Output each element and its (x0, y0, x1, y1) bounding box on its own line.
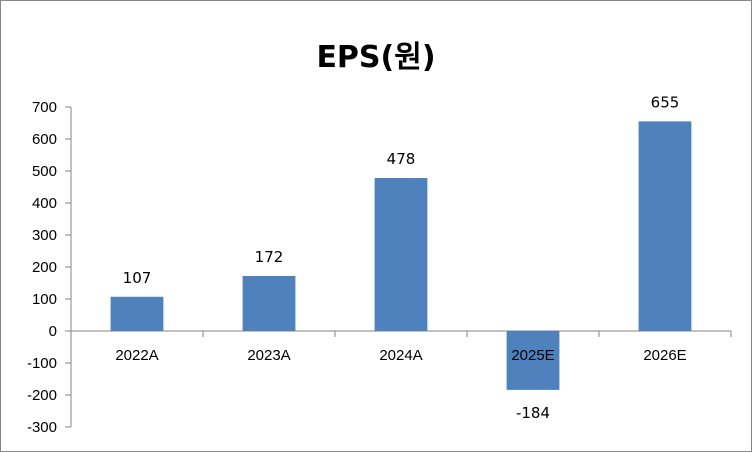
y-tick-label: 200 (32, 259, 57, 276)
data-labels: 107 172 478 -184 655 (123, 93, 680, 421)
bar-2023A (242, 275, 296, 331)
data-label-2023A: 172 (255, 248, 284, 266)
y-axis: -300 -200 -100 0 100 200 300 400 500 600 700 (27, 99, 72, 436)
y-tick-label: -300 (27, 419, 57, 436)
bar-2022A (110, 296, 164, 331)
x-axis (70, 330, 732, 337)
y-tick-label: 700 (32, 99, 57, 116)
y-tick-label: 100 (32, 291, 57, 308)
category-label-2022A: 2022A (115, 347, 158, 364)
bar-2026E (638, 121, 692, 332)
bar-2025E (506, 331, 560, 390)
category-label-2026E: 2026E (643, 347, 686, 364)
bar-2024A (374, 178, 428, 331)
data-label-2024A: 478 (387, 150, 416, 168)
category-label-2025E: 2025E (511, 347, 554, 364)
y-tick-label: 500 (32, 163, 57, 180)
y-tick-label: 600 (32, 131, 57, 148)
y-tick-label: 300 (32, 227, 57, 244)
bar-series (110, 121, 692, 390)
data-label-2022A: 107 (123, 269, 152, 287)
y-tick-label: 0 (49, 323, 57, 340)
data-label-2025E: -184 (516, 404, 550, 422)
y-tick-label: -200 (27, 387, 57, 404)
category-label-2023A: 2023A (247, 347, 290, 364)
chart-title: EPS(원) (316, 40, 435, 75)
data-label-2026E: 655 (651, 93, 680, 111)
y-tick-label: 400 (32, 195, 57, 212)
y-tick-label: -100 (27, 355, 57, 372)
category-label-2024A: 2024A (379, 347, 422, 364)
category-labels: 2022A 2023A 2024A 2025E 2026E (115, 347, 686, 364)
